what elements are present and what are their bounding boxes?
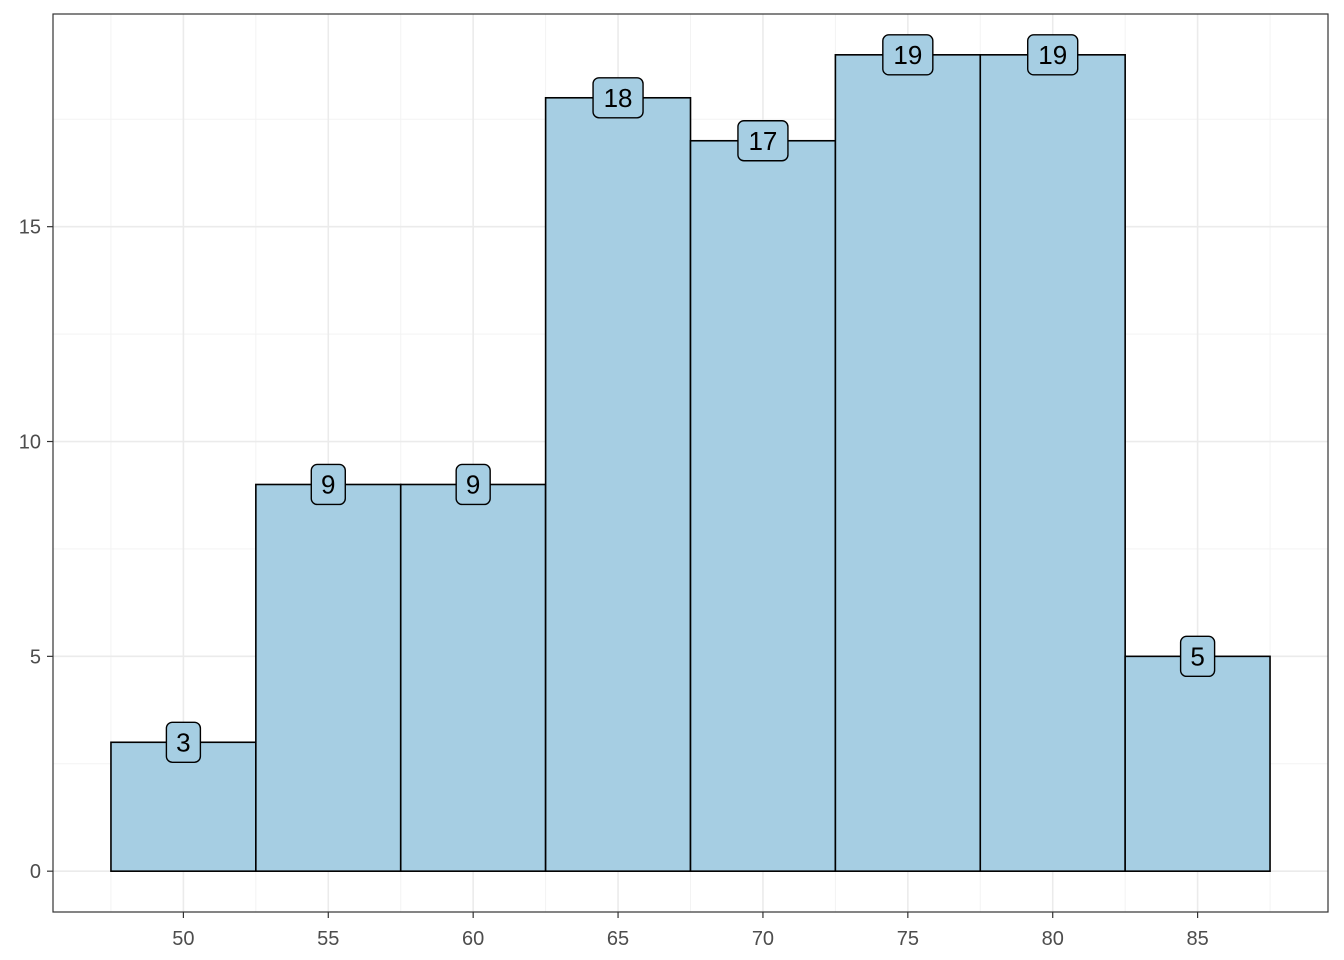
histogram-bar — [834, 54, 982, 872]
y-tick-label: 10 — [19, 432, 41, 454]
data-label-box — [882, 34, 934, 76]
data-label: 9 — [455, 463, 491, 506]
data-label: 19 — [1027, 34, 1079, 76]
x-tick-label: 80 — [1042, 928, 1064, 950]
data-label-box — [1027, 34, 1079, 76]
data-label-text: 19 — [893, 40, 922, 70]
data-label-box — [455, 463, 491, 506]
data-label: 17 — [737, 120, 789, 162]
histogram-bar — [544, 96, 692, 872]
data-label: 19 — [882, 34, 934, 76]
y-tick-label: 5 — [30, 646, 41, 668]
data-label-text: 9 — [321, 469, 335, 499]
data-label-text: 9 — [466, 469, 480, 499]
data-label-text: 17 — [748, 126, 777, 156]
axes: 50 55 60 65 70 75 80 85 0 5 10 15 — [19, 217, 1209, 950]
y-tick-label: 15 — [19, 217, 41, 239]
data-label-text: 3 — [176, 727, 190, 757]
data-label-box — [1179, 635, 1216, 678]
x-tick-label: 75 — [897, 928, 919, 950]
data-label-text: 18 — [604, 83, 633, 113]
data-label: 18 — [592, 77, 644, 119]
data-label-text: 5 — [1190, 641, 1204, 671]
bars — [110, 54, 1271, 872]
x-tick-label: 65 — [607, 928, 629, 950]
data-label-box — [592, 77, 644, 119]
histogram-bar — [689, 139, 837, 872]
histogram-bar — [110, 741, 257, 872]
data-label: 3 — [165, 721, 202, 763]
data-label-text: 19 — [1038, 40, 1067, 70]
x-tick-label: 70 — [752, 928, 774, 950]
histogram-bar — [255, 483, 402, 872]
data-label-box — [737, 120, 789, 162]
histogram-bar — [979, 54, 1126, 872]
data-label: 9 — [310, 463, 346, 506]
x-tick-label: 60 — [462, 928, 484, 950]
x-tick-label: 55 — [317, 928, 339, 950]
histogram-bar — [399, 483, 547, 872]
data-label: 5 — [1179, 635, 1216, 678]
y-tick-label: 0 — [30, 861, 41, 883]
data-labels: 3 9 9 18 17 19 19 5 — [165, 34, 1216, 763]
panel-border — [52, 13, 1329, 913]
data-label-box — [165, 721, 202, 763]
data-label-box — [310, 463, 346, 506]
histogram-bar — [1124, 655, 1271, 872]
x-tick-label: 85 — [1186, 928, 1208, 950]
x-tick-label: 50 — [172, 928, 194, 950]
